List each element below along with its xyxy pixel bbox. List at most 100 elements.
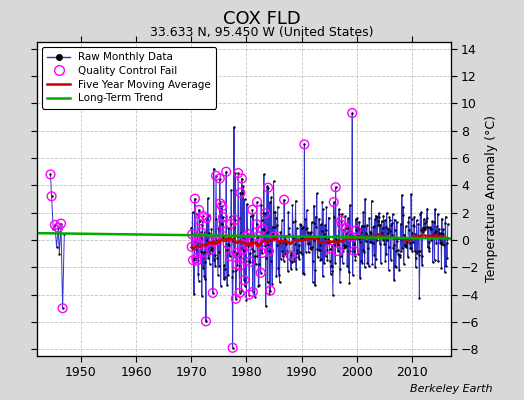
Point — [387, 257, 395, 263]
Point — [245, 291, 254, 298]
Point — [217, 204, 225, 210]
Point — [351, 257, 359, 263]
Point — [390, 216, 399, 223]
Point — [377, 234, 385, 240]
Point — [191, 196, 199, 202]
Point — [206, 249, 214, 256]
Point — [362, 238, 370, 244]
Point — [215, 249, 223, 256]
Point — [431, 206, 439, 212]
Point — [266, 199, 274, 205]
Point — [353, 232, 361, 238]
Point — [47, 193, 56, 200]
Point — [257, 201, 265, 208]
Point — [192, 236, 200, 242]
Point — [264, 279, 272, 286]
Point — [358, 247, 367, 253]
Point — [286, 239, 294, 246]
Point — [401, 243, 409, 250]
Point — [243, 226, 252, 233]
Point — [296, 221, 304, 228]
Point — [301, 248, 310, 255]
Point — [412, 255, 420, 261]
Point — [283, 268, 292, 274]
Point — [330, 199, 338, 205]
Point — [279, 253, 287, 259]
Point — [422, 218, 430, 224]
Point — [431, 229, 440, 235]
Point — [356, 239, 365, 245]
Point — [430, 257, 439, 263]
Point — [428, 233, 436, 239]
Point — [245, 250, 254, 256]
Point — [373, 237, 381, 243]
Point — [300, 141, 309, 148]
Point — [326, 271, 335, 277]
Point — [263, 183, 271, 190]
Point — [437, 230, 445, 236]
Point — [189, 257, 197, 263]
Point — [46, 171, 54, 178]
Point — [345, 224, 353, 231]
Point — [349, 233, 357, 240]
Point — [192, 236, 200, 242]
Point — [232, 296, 240, 302]
Point — [213, 236, 221, 243]
Point — [197, 229, 205, 236]
Point — [374, 222, 383, 228]
Point — [369, 240, 377, 246]
Point — [281, 232, 290, 239]
Point — [392, 218, 401, 225]
Point — [244, 231, 253, 238]
Point — [271, 209, 280, 215]
Point — [384, 230, 392, 237]
Point — [334, 242, 343, 248]
Point — [195, 207, 203, 213]
Point — [203, 237, 211, 243]
Point — [230, 249, 238, 255]
Point — [394, 247, 402, 253]
Point — [363, 260, 372, 266]
Point — [423, 206, 431, 212]
Point — [410, 223, 418, 230]
Point — [227, 186, 235, 193]
Point — [386, 228, 395, 234]
Point — [316, 257, 325, 263]
Point — [216, 200, 224, 207]
Point — [290, 241, 299, 247]
Point — [443, 254, 451, 261]
Point — [380, 234, 388, 240]
Point — [188, 231, 196, 238]
Point — [202, 318, 210, 324]
Point — [309, 258, 318, 264]
Point — [340, 242, 348, 248]
Point — [368, 260, 377, 267]
Point — [202, 215, 211, 221]
Point — [236, 190, 245, 196]
Point — [268, 280, 276, 287]
Point — [354, 224, 363, 230]
Point — [320, 234, 329, 241]
Point — [339, 260, 347, 266]
Point — [370, 252, 378, 258]
Point — [398, 192, 406, 198]
Point — [236, 263, 244, 269]
Point — [253, 252, 261, 259]
Point — [196, 248, 205, 255]
Point — [441, 220, 449, 226]
Point — [340, 244, 348, 251]
Point — [273, 222, 281, 228]
Point — [261, 210, 269, 216]
Point — [378, 230, 386, 237]
Point — [208, 240, 216, 246]
Point — [323, 257, 332, 264]
Point — [242, 234, 250, 240]
Point — [265, 248, 273, 254]
Point — [422, 224, 430, 230]
Point — [321, 253, 330, 259]
Point — [226, 220, 235, 227]
Point — [232, 266, 241, 273]
Point — [250, 293, 259, 300]
Point — [285, 225, 293, 231]
Point — [49, 226, 58, 232]
